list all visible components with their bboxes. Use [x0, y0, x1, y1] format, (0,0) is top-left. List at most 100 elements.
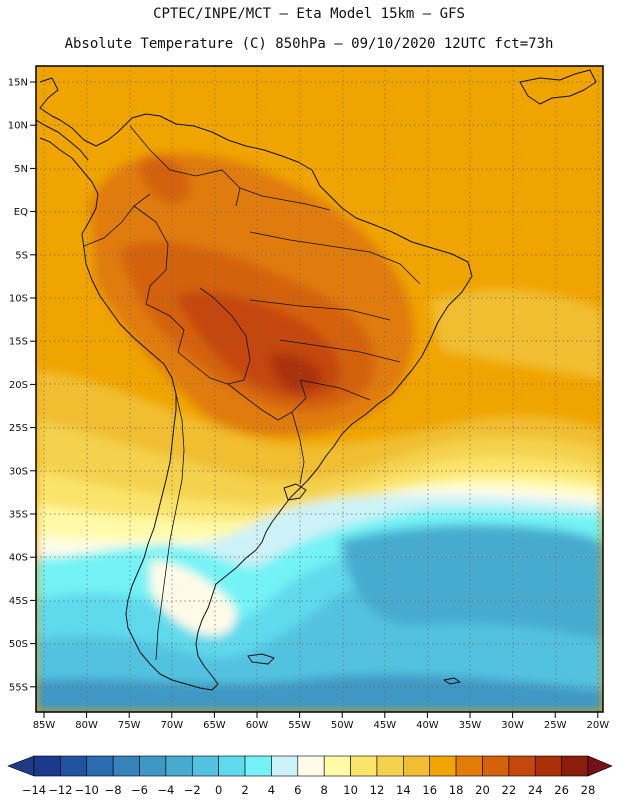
- colorbar-label: 4: [268, 783, 275, 797]
- colorbar-label: 18: [449, 783, 464, 797]
- lon-tick-label: 70W: [160, 720, 183, 731]
- colorbar-swatch: [455, 755, 483, 777]
- contour-atlantic-16C: [430, 289, 603, 380]
- colorbar: −14 −12 −10 −8 −6 −4 −2 0 2 4 6 8 10 12 14 16 18 20 22 24 26…: [7, 755, 613, 797]
- contour-patagonia-warm: [150, 560, 236, 636]
- colorbar-swatch: [508, 755, 536, 777]
- colorbar-swatch: [297, 755, 325, 777]
- falkland-islands: [247, 653, 275, 665]
- border-paraguay: [227, 379, 307, 421]
- lat-tick-label: 15S: [9, 337, 28, 348]
- colorbar-label: 12: [370, 783, 385, 797]
- lat-tick-label: 35S: [9, 510, 28, 521]
- map-frame: [35, 65, 604, 713]
- lat-tick-label: 15N: [8, 78, 28, 89]
- colorbar-swatch: [86, 755, 114, 777]
- colorbar-under-arrow: [7, 755, 35, 777]
- colorbar-label: 24: [528, 783, 543, 797]
- colorbar-swatch: [482, 755, 510, 777]
- colorbar-swatch: [271, 755, 299, 777]
- contour-minus4C: [36, 674, 603, 712]
- contour-minus2C: [340, 524, 603, 640]
- latitude-axis: 15N 10N 5N EQ 5S 10S 15S 20S 25S 30S 35S 40S 45S 50S 5…: [8, 78, 36, 693]
- colorbar-swatch: [218, 755, 246, 777]
- south-america-coastline: [39, 77, 473, 691]
- lat-tick-label: 5S: [15, 250, 28, 261]
- lon-tick-label: 50W: [331, 720, 354, 731]
- colorbar-swatch: [429, 755, 457, 777]
- colorbar-label: 16: [422, 783, 437, 797]
- colorbar-label: 8: [321, 783, 328, 797]
- lat-tick-label: 30S: [9, 466, 28, 477]
- colorbar-label: −12: [48, 783, 72, 797]
- colorbar-label: 2: [241, 783, 248, 797]
- colorbar-label: 26: [554, 783, 569, 797]
- lat-tick-label: 25S: [9, 423, 28, 434]
- colorbar-label: −2: [184, 783, 201, 797]
- colorbar-label: −14: [22, 783, 46, 797]
- lon-tick-label: 25W: [544, 720, 567, 731]
- colorbar-swatch: [534, 755, 562, 777]
- lon-tick-label: 75W: [118, 720, 141, 731]
- lat-tick-label: 45S: [9, 596, 28, 607]
- colorbar-label: −8: [105, 783, 122, 797]
- colorbar-swatch: [561, 755, 589, 777]
- lon-tick-label: 60W: [246, 720, 269, 731]
- rio-de-la-plata-coast: [283, 483, 307, 501]
- border-chile-argentina: [155, 393, 185, 661]
- colorbar-swatch: [376, 755, 404, 777]
- lon-tick-label: 20W: [586, 720, 609, 731]
- lon-tick-label: 35W: [459, 720, 482, 731]
- border-bolivia-brazil: [177, 287, 251, 385]
- colorbar-swatch: [191, 755, 219, 777]
- colorbar-label: 6: [294, 783, 301, 797]
- brazil-state-borders: [249, 231, 421, 401]
- colorbar-swatch: [60, 755, 88, 777]
- colorbar-swatch: [165, 755, 193, 777]
- lon-tick-label: 80W: [75, 720, 98, 731]
- lon-tick-label: 65W: [203, 720, 226, 731]
- colorbar-label: 0: [215, 783, 222, 797]
- border-peru-brazil: [133, 205, 185, 353]
- colorbar-label: −6: [131, 783, 148, 797]
- caribbean-islands: [519, 69, 597, 105]
- lat-tick-label: 5N: [14, 164, 28, 175]
- contour-22C-north: [139, 156, 191, 204]
- lon-tick-label: 45W: [373, 720, 396, 731]
- central-america-coast: [36, 119, 89, 161]
- border-guianas: [239, 187, 331, 211]
- lon-tick-label: 30W: [501, 720, 524, 731]
- country-borders: [83, 125, 421, 661]
- colorbar-label: 14: [396, 783, 411, 797]
- lat-tick-label: 10N: [8, 121, 28, 132]
- colorbar-label: −10: [75, 783, 99, 797]
- lon-tick-label: 85W: [33, 720, 56, 731]
- colorbar-label: −4: [157, 783, 174, 797]
- colorbar-label: 28: [581, 783, 596, 797]
- colorbar-swatch: [350, 755, 378, 777]
- lon-tick-label: 40W: [416, 720, 439, 731]
- temperature-contours: [36, 153, 603, 712]
- chart-title-line-2: Absolute Temperature (C) 850hPa – 09/10/…: [64, 36, 554, 52]
- lat-tick-label: EQ: [14, 207, 28, 218]
- colorbar-swatch: [323, 755, 351, 777]
- colorbar-over-arrow: [587, 755, 613, 777]
- border-ecuador-peru: [83, 193, 151, 247]
- colorbar-swatch: [403, 755, 431, 777]
- coastlines: [36, 69, 597, 691]
- temperature-field: [36, 66, 603, 712]
- border-argentina-uruguay: [291, 411, 305, 485]
- colorbar-swatch: [139, 755, 167, 777]
- lat-tick-label: 50S: [9, 639, 28, 650]
- lat-tick-label: 20S: [9, 380, 28, 391]
- south-georgia-island: [443, 677, 461, 685]
- colorbar-swatch: [112, 755, 140, 777]
- lon-tick-label: 55W: [288, 720, 311, 731]
- colorbar-label: 22: [502, 783, 517, 797]
- longitude-axis: 85W 80W 75W 70W 65W 60W 55W 50W 45W 40W 35W 30W 25W 2…: [33, 712, 609, 731]
- lat-tick-label: 10S: [9, 294, 28, 305]
- colorbar-label: 10: [343, 783, 358, 797]
- colorbar-swatch: [244, 755, 272, 777]
- lat-tick-label: 40S: [9, 553, 28, 564]
